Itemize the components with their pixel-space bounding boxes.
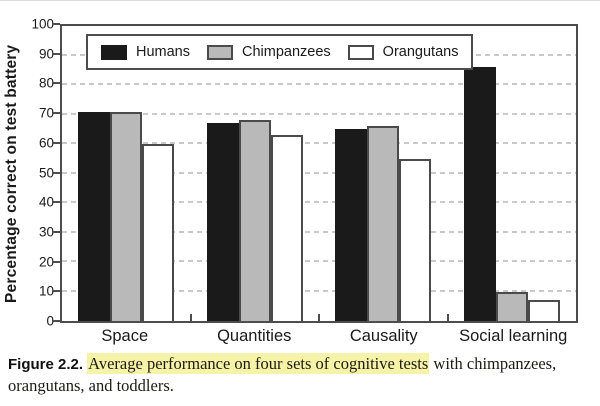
y-tick-mark: [52, 290, 60, 293]
y-tick-mark: [52, 201, 60, 204]
legend-label: Orangutans: [382, 44, 459, 60]
bar-group-social-learning: [448, 26, 577, 321]
y-tick-label: 0: [46, 313, 54, 329]
legend-item-orangutans: Orangutans: [347, 44, 459, 60]
legend-label: Chimpanzees: [242, 44, 331, 60]
legend-label: Humans: [136, 44, 190, 60]
plot-area: Humans Chimpanzees Orangutans: [60, 24, 578, 323]
y-tick-mark: [52, 141, 60, 144]
legend-item-humans: Humans: [101, 44, 190, 60]
y-tick-label: 30: [38, 224, 54, 240]
y-tick-label: 100: [31, 16, 54, 32]
bar-group-causality: [319, 26, 448, 321]
caption-line2: orangutans, and toddlers.: [8, 375, 174, 395]
caption-highlighted-text: Average performance on four sets of cogn…: [87, 353, 430, 374]
bar-group-space: [62, 26, 191, 321]
bar-humans-quantities: [206, 123, 239, 321]
legend-swatch-chimpanzees: [207, 44, 233, 60]
legend-item-chimpanzees: Chimpanzees: [207, 44, 331, 60]
y-tick-label: 80: [38, 75, 54, 91]
legend: Humans Chimpanzees Orangutans: [86, 34, 474, 70]
bar-humans-space: [78, 111, 111, 321]
caption-label: Figure 2.2.: [8, 356, 84, 373]
bar-chimpanzees-causality: [367, 126, 400, 321]
y-tick-mark: [52, 320, 60, 322]
x-category-label-quantities: Quantities: [217, 327, 292, 345]
bar-groups: [62, 26, 576, 321]
y-tick-label: 40: [38, 194, 54, 210]
gridline: [62, 260, 576, 262]
x-category-label-space: Space: [101, 327, 149, 345]
y-tick-mark: [52, 23, 60, 25]
caption-tail: with chimpanzees,: [429, 354, 557, 373]
y-tick-label: 60: [38, 135, 54, 151]
legend-swatch-orangutans: [347, 44, 374, 60]
bar-group-quantities: [191, 26, 320, 321]
gridline: [62, 142, 576, 144]
bar-orangutans-quantities: [270, 135, 303, 321]
legend-swatch-humans: [101, 44, 127, 60]
bar-orangutans-space: [142, 144, 175, 321]
gridline: [62, 230, 576, 233]
gridline: [62, 83, 576, 85]
bar-humans-causality: [335, 129, 368, 321]
y-tick-labels: 0 10 20 30 40 50 60 70 80 90 100: [18, 17, 54, 327]
y-tick-mark: [52, 171, 60, 174]
gridline: [62, 201, 576, 203]
bar-chimpanzees-social-learning: [495, 291, 528, 321]
bar-orangutans-social-learning: [527, 300, 560, 321]
y-tick-label: 90: [38, 45, 54, 61]
y-tick-mark: [52, 230, 60, 233]
y-tick-label: 20: [38, 253, 54, 269]
caption-text: Average performance on four sets of cogn…: [8, 353, 556, 395]
x-tick-mark: [446, 314, 449, 321]
bar-chimpanzees-quantities: [238, 120, 271, 321]
x-axis-labels: Space Quantities Causality Social learning: [60, 327, 578, 346]
y-tick-mark: [52, 260, 60, 263]
y-tick-mark: [52, 112, 60, 115]
x-tick-mark: [189, 314, 192, 321]
y-tick-label: 50: [38, 164, 54, 180]
x-category-label-social-learning: Social learning: [459, 327, 568, 345]
x-category-label-causality: Causality: [349, 327, 418, 345]
y-tick-label: 10: [38, 283, 54, 299]
y-tick-marks: [52, 23, 60, 322]
y-tick-label: 70: [38, 105, 54, 121]
gridline: [62, 112, 576, 115]
x-tick-mark: [318, 314, 320, 321]
figure-caption: Figure 2.2. Average performance on four …: [8, 353, 596, 397]
bar-humans-social-learning: [463, 67, 496, 321]
bar-chimpanzees-space: [110, 111, 143, 321]
y-tick-mark: [52, 82, 60, 85]
gridline: [62, 289, 576, 292]
bar-orangutans-causality: [399, 158, 432, 321]
gridline: [62, 171, 576, 174]
y-tick-mark: [52, 52, 60, 55]
